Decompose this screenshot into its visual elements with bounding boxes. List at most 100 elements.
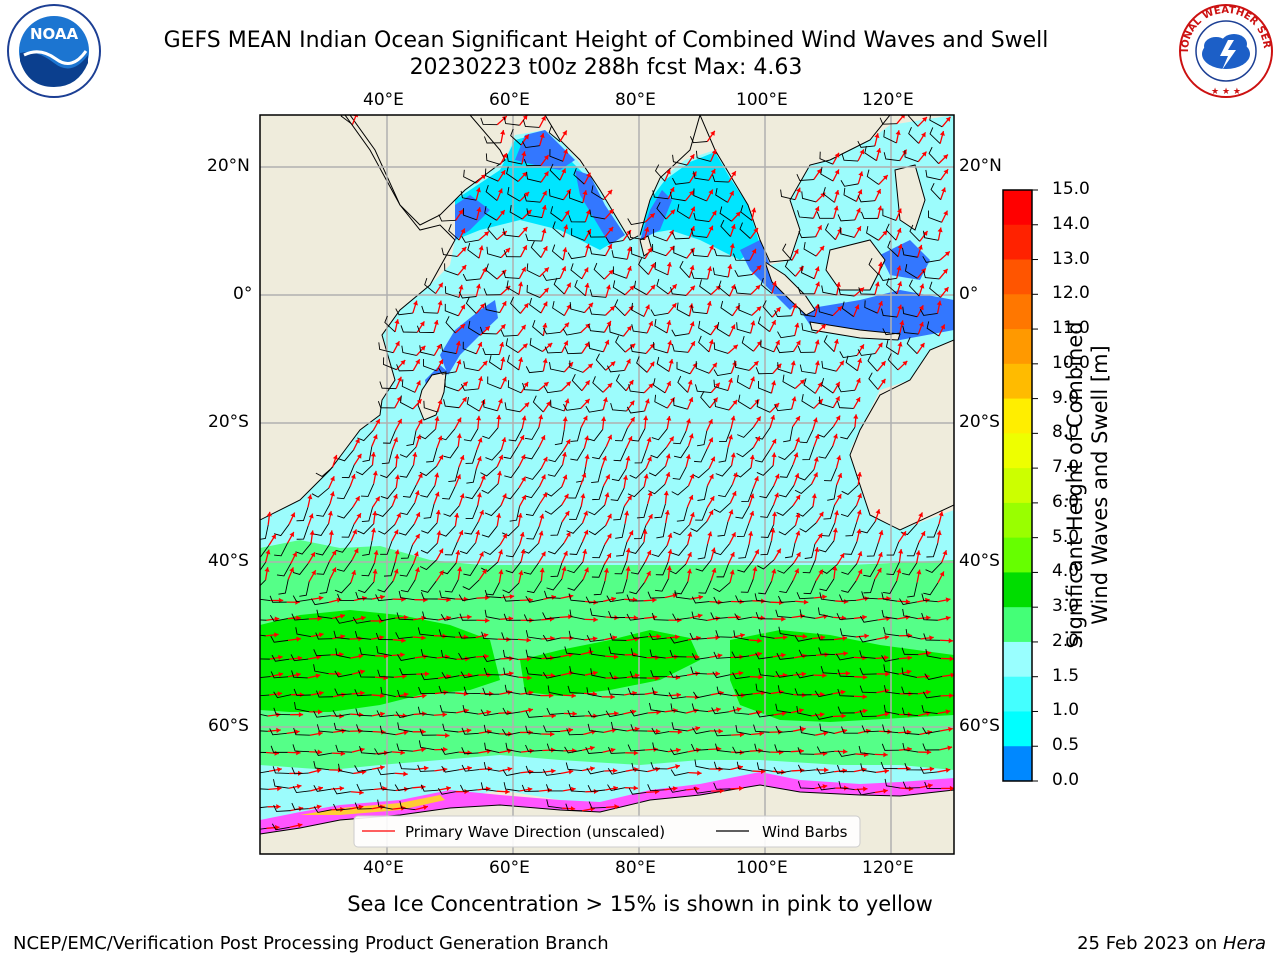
wind-barb <box>444 303 459 317</box>
wave-arrowhead <box>317 749 323 755</box>
wave-arrowhead <box>327 510 333 516</box>
wave-arrowhead <box>316 768 322 774</box>
wind-barb <box>272 766 290 774</box>
wind-barb <box>361 483 375 497</box>
wind-barb <box>694 759 710 770</box>
wind-barb <box>736 375 750 390</box>
wind-barb <box>866 226 879 241</box>
wave-arrowhead <box>482 360 488 366</box>
wave-arrowhead <box>782 634 788 641</box>
wind-barb <box>274 543 288 557</box>
wind-barb <box>777 685 794 696</box>
wind-barb <box>720 219 731 237</box>
wave-arrowhead <box>438 454 444 460</box>
wave-arrowhead <box>277 654 283 661</box>
wind-barb <box>859 685 877 694</box>
wave-arrowhead <box>711 149 717 155</box>
wave-arrowhead <box>416 434 422 440</box>
wind-barb <box>673 445 689 459</box>
wind-barb <box>461 236 480 243</box>
wave-arrowhead <box>359 789 364 795</box>
wind-barb <box>461 747 479 755</box>
wind-barb <box>838 287 855 297</box>
wind-barb <box>568 630 585 641</box>
wind-barb <box>676 506 688 522</box>
wave-arrowhead <box>945 116 951 122</box>
wave-arrowhead <box>297 822 303 828</box>
wind-barb <box>587 429 603 442</box>
wind-barb <box>801 323 817 334</box>
wind-barb <box>835 653 854 661</box>
wind-barb <box>797 781 815 789</box>
wave-arrowhead <box>905 599 911 605</box>
wind-barb <box>461 383 479 391</box>
colorbar-cell <box>1003 607 1032 643</box>
wind-barb <box>698 320 711 336</box>
wind-barb <box>712 671 731 679</box>
wind-barb <box>260 634 266 637</box>
wave-arrowhead <box>718 690 724 696</box>
wind-barb <box>930 183 941 201</box>
wind-barb <box>920 766 938 774</box>
wind-barb <box>522 141 540 149</box>
wave-arrowhead <box>755 436 760 442</box>
wind-barb <box>550 521 563 536</box>
wind-barb <box>693 212 710 223</box>
wave-arrowhead <box>855 378 861 384</box>
wave-arrowhead <box>517 281 524 287</box>
wind-barb <box>458 631 476 639</box>
wave-arrowhead <box>379 635 384 641</box>
wind-barb <box>735 724 751 735</box>
wind-barb <box>359 647 376 657</box>
wave-arrowhead <box>916 569 922 575</box>
wind-barb <box>550 399 565 412</box>
wind-barb <box>839 226 855 238</box>
wave-arrowhead <box>331 550 337 556</box>
wave-arrowhead <box>655 766 660 772</box>
wind-barb <box>376 645 392 656</box>
wind-barb <box>827 485 837 501</box>
wind-barb <box>858 635 877 643</box>
wind-barb <box>480 466 498 477</box>
wave-arrowhead <box>475 187 481 193</box>
wind-barb <box>782 243 793 261</box>
wave-arrowhead <box>436 344 441 350</box>
lon-label-top-60e: 60°E <box>489 90 530 110</box>
wind-barb <box>837 669 855 678</box>
wind-barb <box>505 561 522 574</box>
wave-arrowhead <box>607 434 613 440</box>
wind-barb <box>649 633 667 641</box>
wave-arrowhead <box>542 246 548 252</box>
wave-arrowhead <box>754 476 759 482</box>
wave-arrowhead <box>592 670 598 676</box>
wind-barb <box>629 671 647 679</box>
wave-arrowhead <box>456 474 461 480</box>
wave-arrowhead <box>775 307 781 313</box>
wave-arrowhead <box>542 190 547 196</box>
lat-label-right-20n: 20°N <box>959 156 1002 176</box>
wind-barb <box>525 765 543 773</box>
wave-arrowhead <box>564 398 570 404</box>
wind-barb <box>260 788 269 790</box>
wave-arrowhead <box>943 154 948 160</box>
wind-barb <box>756 762 773 772</box>
wind-barb <box>925 649 942 659</box>
wind-barb <box>803 378 816 394</box>
wind-barb <box>881 609 898 620</box>
wind-barb <box>902 608 918 620</box>
wind-barb <box>400 502 416 516</box>
wind-barb <box>458 652 476 660</box>
wind-barb <box>857 788 875 796</box>
wind-barb <box>316 503 331 517</box>
wave-arrowhead <box>608 226 614 232</box>
wind-barb <box>700 390 711 409</box>
wave-arrowhead <box>358 712 364 718</box>
wind-barb <box>928 210 942 223</box>
wind-barb <box>482 687 500 695</box>
wind-barb <box>399 446 417 458</box>
wind-barb <box>526 526 540 540</box>
wind-barb <box>615 335 626 353</box>
swell-band-strong-2 <box>520 630 700 696</box>
wind-barb <box>313 785 332 792</box>
wind-barb <box>887 353 899 371</box>
